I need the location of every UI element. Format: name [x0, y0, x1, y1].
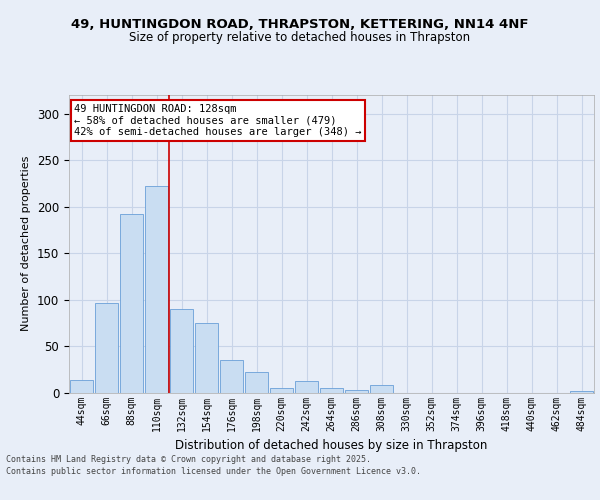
Bar	[95, 303, 118, 392]
Bar	[145, 186, 169, 392]
Bar	[194, 323, 218, 392]
Bar	[119, 214, 143, 392]
Bar	[220, 360, 244, 392]
Bar	[569, 390, 593, 392]
Bar	[170, 309, 193, 392]
Text: Size of property relative to detached houses in Thrapston: Size of property relative to detached ho…	[130, 31, 470, 44]
Bar	[320, 388, 343, 392]
Text: Contains HM Land Registry data © Crown copyright and database right 2025.: Contains HM Land Registry data © Crown c…	[6, 455, 371, 464]
Bar	[245, 372, 268, 392]
Bar	[344, 390, 368, 392]
Text: 49, HUNTINGDON ROAD, THRAPSTON, KETTERING, NN14 4NF: 49, HUNTINGDON ROAD, THRAPSTON, KETTERIN…	[71, 18, 529, 30]
Text: 49 HUNTINGDON ROAD: 128sqm
← 58% of detached houses are smaller (479)
42% of sem: 49 HUNTINGDON ROAD: 128sqm ← 58% of deta…	[74, 104, 362, 137]
X-axis label: Distribution of detached houses by size in Thrapston: Distribution of detached houses by size …	[175, 439, 488, 452]
Bar	[70, 380, 94, 392]
Y-axis label: Number of detached properties: Number of detached properties	[22, 156, 31, 332]
Bar	[370, 385, 394, 392]
Bar	[269, 388, 293, 392]
Bar	[295, 382, 319, 392]
Text: Contains public sector information licensed under the Open Government Licence v3: Contains public sector information licen…	[6, 467, 421, 476]
